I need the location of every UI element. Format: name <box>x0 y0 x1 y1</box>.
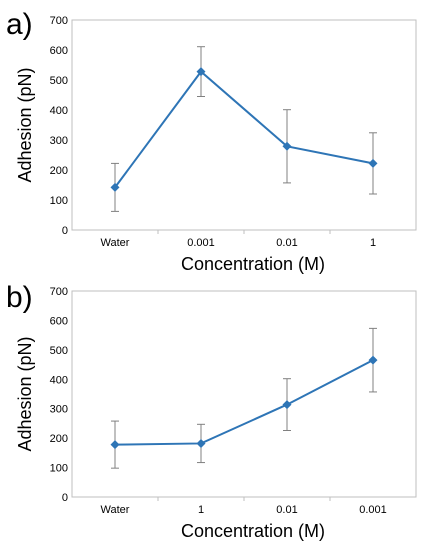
panel-b-y-tick-label: 200 <box>50 433 68 445</box>
panel-a-y-tick-label: 500 <box>50 75 68 87</box>
panel-b-y-tick-label: 0 <box>62 492 68 504</box>
panel-a-y-tick-label: 100 <box>50 195 68 207</box>
panel-b-y-axis-title: Adhesion (pN) <box>15 336 35 451</box>
panel-b-y-tick-label: 400 <box>50 374 68 386</box>
panel-b-label: b) <box>6 281 33 314</box>
panel-a-data-marks <box>110 46 378 212</box>
panel-b-data-point <box>282 400 292 410</box>
panel-a-y-tick-label: 700 <box>50 15 68 27</box>
panel-a-y-tick-label: 600 <box>50 45 68 57</box>
panel-a-x-tick-label: 1 <box>370 237 376 249</box>
panel-b-plot-frame <box>71 290 417 498</box>
panel-a-x-tick-label: 0.001 <box>187 237 215 249</box>
panel-b-x-axis-title: Concentration (M) <box>181 521 325 541</box>
panel-b-y-tick-label: 700 <box>50 286 68 298</box>
panel-a-x-tick-label: Water <box>101 237 130 249</box>
panel-b-x-tick-label: 0.01 <box>276 504 297 516</box>
panel-a-x-axis-title: Concentration (M) <box>181 254 325 274</box>
panel-a-y-tick-labels: 0 100 200 300 400 500 600 700 <box>50 15 68 237</box>
panel-b: b) 0 100 200 300 400 500 600 700 Water 1 0.01 0.00… <box>6 281 417 541</box>
panel-a-series-line <box>114 70 374 188</box>
panel-a-y-tick-label: 400 <box>50 105 68 117</box>
panel-b-data-marks <box>110 327 378 469</box>
panel-a-y-tick-label: 200 <box>50 165 68 177</box>
panel-b-x-tick-label: Water <box>101 504 130 516</box>
panel-b-data-point <box>368 355 378 365</box>
panel-a-y-axis-title: Adhesion (pN) <box>15 67 35 182</box>
panel-a-x-tick-label: 0.01 <box>276 237 297 249</box>
panel-a-data-point <box>282 141 292 151</box>
panel-b-x-tick-labels: Water 1 0.01 0.001 <box>101 497 387 516</box>
panel-b-x-tick-label: 1 <box>198 504 204 516</box>
panel-a: a) 0 100 200 300 400 500 600 700 Water 0.001 0.01… <box>6 8 417 274</box>
panel-b-data-point <box>196 438 206 448</box>
panel-a-y-tick-label: 300 <box>50 135 68 147</box>
panel-a-label: a) <box>6 8 33 41</box>
panel-b-y-tick-label: 300 <box>50 404 68 416</box>
panel-a-y-tick-label: 0 <box>62 225 68 237</box>
panel-b-y-tick-label: 600 <box>50 315 68 327</box>
panel-a-plot-frame <box>71 19 417 231</box>
panel-a-data-point <box>368 158 378 168</box>
panel-b-series-line <box>114 359 374 446</box>
panel-b-y-tick-label: 500 <box>50 345 68 357</box>
panel-b-y-tick-label: 100 <box>50 463 68 475</box>
panel-a-data-point <box>196 67 206 77</box>
panel-a-data-point <box>110 182 120 192</box>
panel-a-x-tick-labels: Water 0.001 0.01 1 <box>101 230 376 249</box>
panel-b-data-point <box>110 440 120 450</box>
panel-b-x-tick-label: 0.001 <box>359 504 387 516</box>
panel-b-y-tick-labels: 0 100 200 300 400 500 600 700 <box>50 286 68 504</box>
